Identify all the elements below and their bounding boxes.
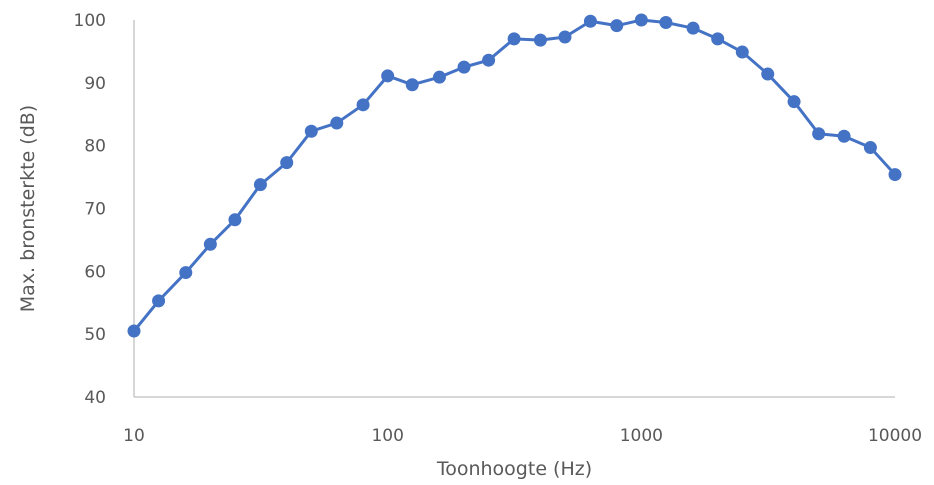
x-tick-labels: 10 100 1000 10000 [123, 426, 922, 446]
data-point [203, 237, 217, 251]
data-point [863, 141, 877, 155]
data-point [812, 127, 826, 141]
data-point [659, 16, 673, 30]
data-point [735, 45, 749, 59]
data-point [711, 32, 725, 46]
data-point [457, 60, 471, 74]
y-tick-label: 60 [84, 262, 106, 282]
y-tick-label: 90 [84, 74, 106, 94]
data-point [330, 116, 344, 130]
x-tick-label: 100 [371, 426, 403, 446]
data-point [228, 213, 242, 227]
data-point [686, 21, 700, 35]
y-tick-label: 70 [84, 200, 106, 220]
data-point [304, 124, 318, 138]
data-point [837, 129, 851, 143]
axes [133, 20, 895, 398]
data-point [533, 33, 547, 47]
y-axis-title: Max. bronsterkte (dB) [17, 105, 39, 312]
data-point [583, 14, 597, 28]
y-tick-labels: 40 50 60 70 80 90 100 [74, 11, 106, 408]
data-point [610, 19, 624, 33]
x-tick-label: 10 [123, 426, 145, 446]
series-line [132, 18, 897, 333]
data-point [356, 98, 370, 112]
data-point [634, 13, 648, 27]
data-point [558, 30, 572, 44]
data-point [787, 95, 801, 109]
y-tick-label: 40 [84, 388, 106, 408]
x-tick-label: 1000 [620, 426, 663, 446]
data-point [482, 53, 496, 67]
data-point [761, 67, 775, 81]
data-point [127, 324, 141, 338]
data-point [179, 266, 193, 280]
data-point [152, 294, 166, 308]
data-point [280, 156, 294, 170]
x-axis-title: Toonhoogte (Hz) [436, 458, 592, 480]
data-point [432, 70, 446, 84]
x-tick-label: 10000 [868, 426, 922, 446]
y-tick-label: 100 [74, 11, 106, 31]
data-point [888, 168, 902, 182]
y-tick-label: 80 [84, 137, 106, 157]
data-point [253, 178, 267, 192]
data-point [381, 69, 395, 83]
y-tick-label: 50 [84, 325, 106, 345]
data-point [405, 78, 419, 92]
data-point [507, 32, 521, 46]
series-layer [127, 13, 902, 338]
